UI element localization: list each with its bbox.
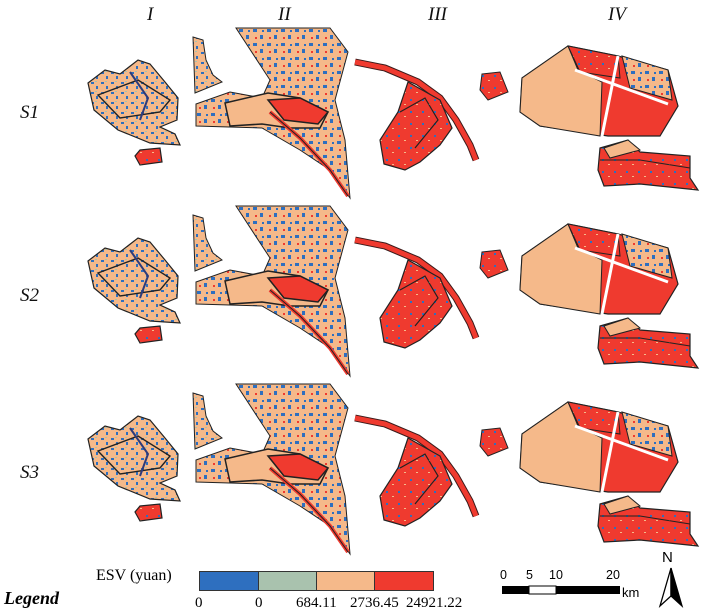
legend-title: Legend — [4, 588, 59, 608]
scale-unit: km — [622, 585, 640, 600]
column-label-I: I — [147, 4, 154, 25]
scale-tick-0: 0 — [500, 568, 507, 582]
panel-col-III — [354, 236, 480, 349]
scale-tick-5: 5 — [526, 568, 533, 582]
legend-break-4: 24921.22 — [406, 595, 463, 611]
panel-col-IV — [479, 223, 700, 369]
legend-swatch-4 — [374, 571, 434, 591]
north-label: N — [662, 549, 673, 566]
panel-col-II — [192, 383, 351, 556]
map-row-1 — [87, 27, 700, 200]
legend-break-1: 0 — [255, 595, 263, 611]
legend-break-3: 2736.45 — [350, 595, 399, 611]
scale-bar — [502, 585, 620, 595]
legend-swatch-1 — [199, 571, 259, 591]
north-arrow-icon — [658, 567, 684, 609]
panel-col-I — [87, 59, 181, 166]
panel-col-III — [354, 414, 480, 527]
panel-col-I — [87, 415, 181, 522]
esv-map-grid — [87, 27, 700, 556]
legend-break-0: 0 — [195, 595, 203, 611]
row-label-S1: S1 — [20, 102, 39, 123]
panel-col-IV — [479, 45, 700, 191]
legend-unit-label: ESV (yuan) — [96, 567, 172, 584]
column-label-III: III — [428, 4, 447, 25]
scale-tick-20: 20 — [606, 568, 620, 582]
map-row-2 — [87, 205, 700, 378]
panel-col-IV — [479, 401, 700, 547]
panel-col-II — [192, 205, 351, 378]
column-label-II: II — [278, 4, 291, 25]
column-label-IV: IV — [608, 4, 626, 25]
legend-swatch-2 — [258, 571, 317, 591]
panel-col-III — [354, 58, 480, 171]
panel-col-I — [87, 237, 181, 344]
scale-tick-10: 10 — [549, 568, 563, 582]
map-row-3 — [87, 383, 700, 556]
legend-swatch-3 — [316, 571, 375, 591]
legend-break-2: 684.11 — [296, 595, 337, 611]
row-label-S2: S2 — [20, 285, 39, 306]
panel-col-II — [192, 27, 351, 200]
row-label-S3: S3 — [20, 462, 39, 483]
